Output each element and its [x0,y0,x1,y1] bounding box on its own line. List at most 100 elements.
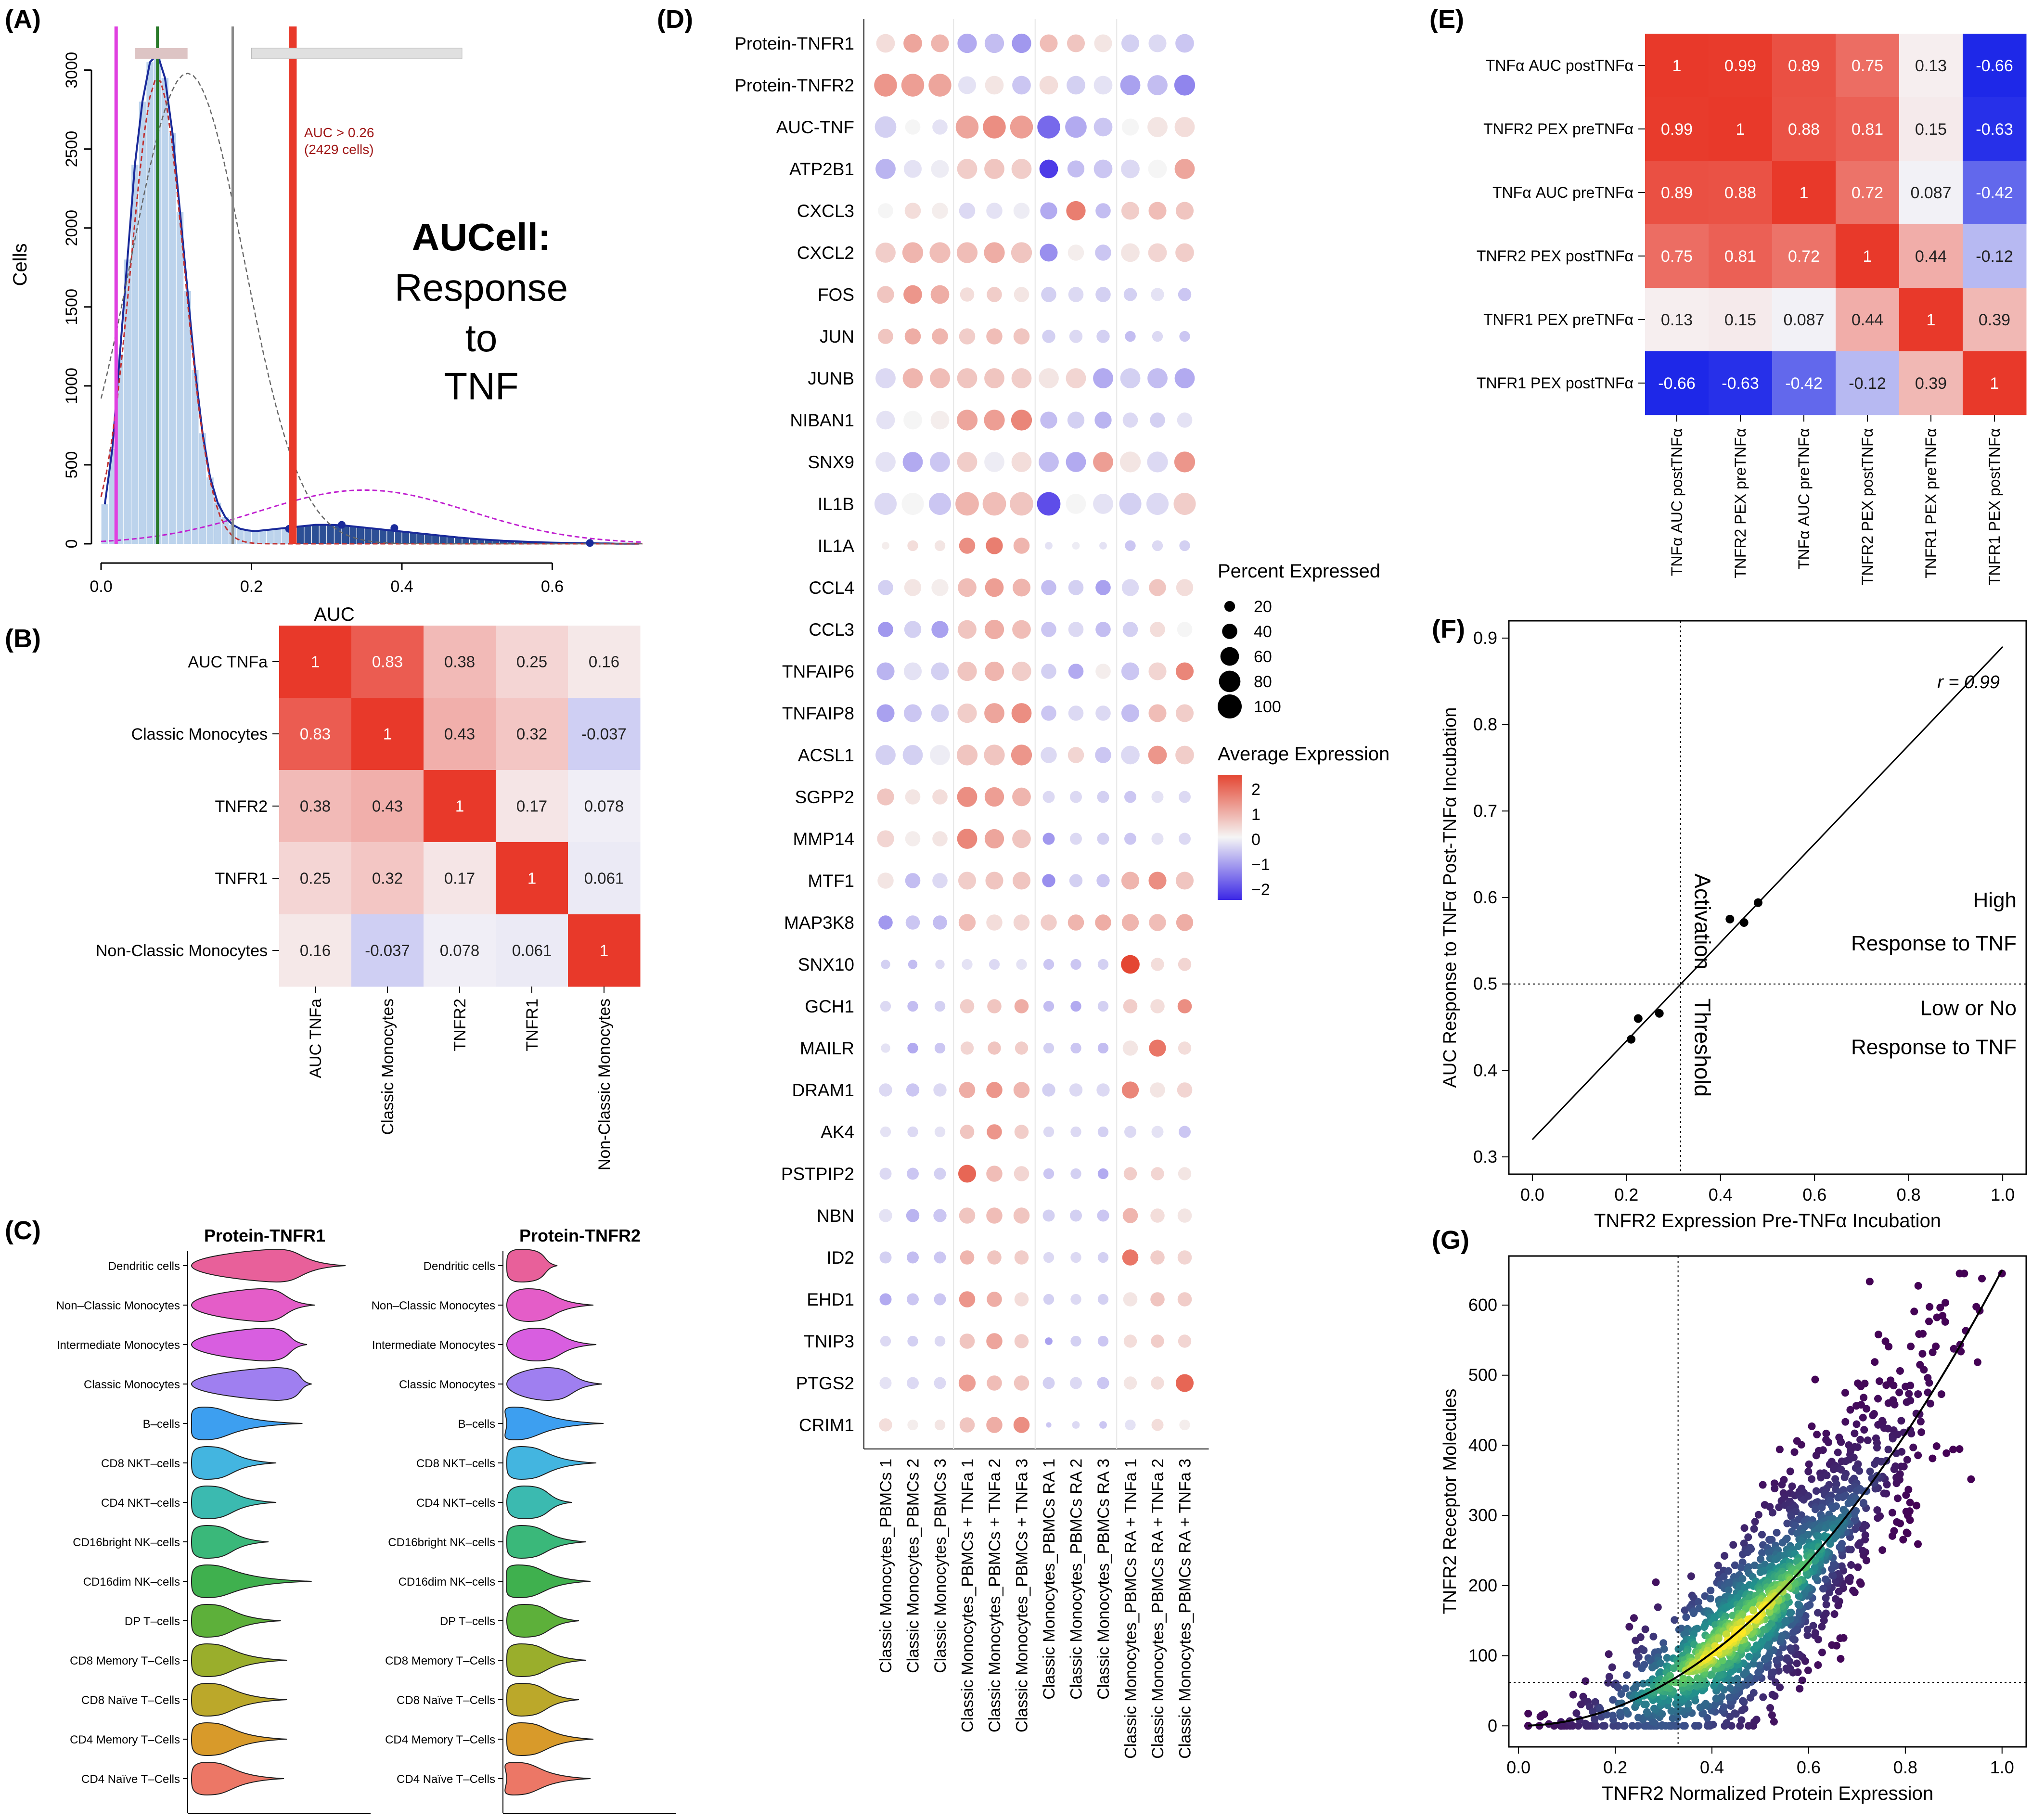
scatter-point [1634,1653,1643,1661]
scatter-point [1967,1475,1975,1483]
expression-dot [878,915,893,930]
scatter-point [1918,1350,1927,1358]
scatter-point [1916,1418,1925,1426]
scatter-point [1770,1717,1778,1726]
expression-dot [902,452,923,472]
scatter-point [1822,1609,1830,1617]
expression-dot [1121,118,1139,136]
violin-shape [191,1682,287,1717]
hist-bar [206,477,214,544]
row-label: TNFR2 [215,797,268,816]
scatter-point [1822,1429,1830,1437]
scatter-point [1591,1715,1599,1723]
heatmap-cell [279,698,352,770]
scatter-point [1715,1671,1723,1679]
title-line: TNF [444,365,519,408]
violin-category-label: CD8 Naïve T–Cells [81,1694,180,1707]
data-point [1633,1014,1643,1023]
expression-dot [880,1126,891,1138]
gene-label: DRAM1 [792,1080,854,1100]
scatter-point [1712,1694,1720,1703]
expression-dot [1125,540,1136,551]
scatter-point [1783,1654,1791,1662]
expression-dot [1123,999,1138,1013]
violin-category-label: CD8 Memory T–Cells [70,1654,180,1667]
expression-dot [986,914,1003,931]
scatter-point [1660,1645,1668,1653]
expression-dot [1011,703,1032,723]
x-tick-label: 0.0 [1520,1185,1544,1205]
expression-dot [1012,76,1031,95]
expression-dot [960,1125,975,1139]
expression-dot [1068,705,1084,721]
expression-dot [1043,1000,1055,1012]
scatter-point [1808,1475,1816,1483]
expression-dot [1097,1042,1109,1054]
scatter-point [1818,1648,1826,1656]
scatter-point [1639,1679,1647,1688]
violin-shape [506,1446,597,1480]
scatter-point [1856,1435,1865,1444]
violin-shape [506,1564,591,1599]
expression-dot [1121,159,1140,179]
heatmap-cell [351,626,424,698]
expression-dot [1040,202,1057,219]
scatter-point [1906,1382,1915,1390]
violin-category-label: CD8 Naïve T–Cells [397,1694,495,1707]
scatter-point [1773,1528,1781,1537]
gene-label: SGPP2 [795,787,854,807]
expression-dot [1120,368,1141,388]
scatter-point [1746,1624,1754,1632]
expression-dot [984,744,1005,766]
expression-dot [987,1292,1002,1307]
panel-e-heatmap: 1 0.99 0.89 0.75 0.13 -0.66 0.99 1 0.88 0.81 0.15 -… [1477,34,2027,585]
scatter-point [1761,1654,1769,1663]
expression-dot [1093,494,1113,514]
heatmap-cell [351,698,424,770]
scatter-point [1714,1634,1723,1642]
heatmap-value: 0.16 [300,942,331,960]
scatter-point [1749,1606,1757,1615]
y-tick-label: 2000 [63,210,81,246]
scatter-point [1789,1634,1797,1642]
expression-dot [1012,661,1031,681]
expression-dot [1178,958,1192,971]
expression-dot [931,662,949,680]
row-label: Classic Monocytes [131,725,268,743]
expression-dot [959,1291,976,1307]
expression-dot [877,830,894,847]
scatter-point [1865,1278,1874,1286]
expression-dot [1042,1377,1055,1389]
violin-shape [191,1643,287,1678]
expression-dot [1148,243,1167,262]
heatmap-value: 0.81 [1852,120,1883,139]
scatter-point [1691,1722,1699,1730]
expression-dot [1152,540,1163,551]
violin-shape [191,1564,312,1599]
scatter-point [1775,1503,1783,1512]
expression-dot [1011,368,1032,388]
expression-dot [1178,1041,1192,1055]
expression-dot [957,452,977,472]
heatmap-cell [1963,224,2027,288]
scatter-point [1766,1503,1774,1511]
y-tick-label: 0.3 [1473,1147,1497,1166]
expression-dot [985,872,1003,890]
heatmap-value: 0.16 [589,653,619,671]
panel-c-violins: Protein-TNFR1 Dendritic cells Non–Classic … [56,1226,676,1820]
expression-dot [1119,492,1142,515]
scatter-point [1650,1705,1658,1713]
x-tick-label: 0.8 [1893,1757,1917,1777]
expression-dot [1070,1042,1081,1054]
violin-title: Protein-TNFR2 [519,1226,641,1245]
scatter-point [1798,1676,1806,1684]
col-label: TNFR2 [451,999,469,1051]
hist-bar [267,529,274,544]
scatter-point [1750,1561,1759,1569]
heatmap-value: -0.63 [1976,120,2013,139]
scatter-point [1873,1506,1881,1514]
group-label: Classic Monocytes_PBMCs RA + TNFa 2 [1149,1459,1167,1759]
scatter-point [1744,1722,1752,1730]
expression-dot [932,831,948,846]
expression-dot [1040,34,1058,52]
